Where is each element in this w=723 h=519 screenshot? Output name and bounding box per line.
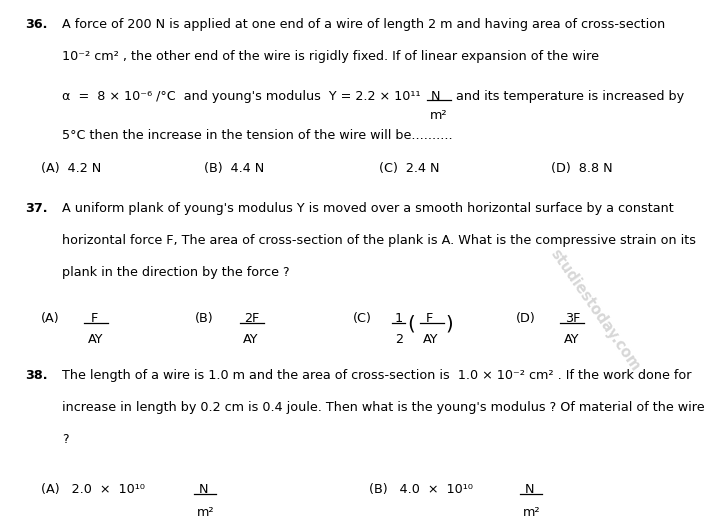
Text: N: N [199, 483, 208, 496]
Text: m²: m² [429, 109, 447, 122]
Text: 2: 2 [395, 333, 403, 346]
Text: N: N [524, 483, 534, 496]
Text: AY: AY [243, 333, 259, 346]
Text: increase in length by 0.2 cm is 0.4 joule. Then what is the young's modulus ? Of: increase in length by 0.2 cm is 0.4 joul… [62, 401, 705, 414]
Text: (B)   4.0  ×  10¹⁰: (B) 4.0 × 10¹⁰ [369, 483, 473, 496]
Text: N: N [431, 90, 440, 103]
Text: A force of 200 N is applied at one end of a wire of length 2 m and having area o: A force of 200 N is applied at one end o… [62, 18, 666, 31]
Text: (C)  2.4 N: (C) 2.4 N [380, 162, 440, 175]
Text: horizontal force F, The area of cross-section of the plank is A. What is the com: horizontal force F, The area of cross-se… [62, 234, 696, 247]
Text: 1: 1 [395, 312, 403, 325]
Text: 38.: 38. [25, 369, 48, 382]
Text: studiestoday.com: studiestoday.com [547, 247, 643, 374]
Text: F: F [91, 312, 98, 325]
Text: AY: AY [423, 333, 439, 346]
Text: F: F [425, 312, 432, 325]
Text: The length of a wire is 1.0 m and the area of cross-section is  1.0 × 10⁻² cm² .: The length of a wire is 1.0 m and the ar… [62, 369, 692, 382]
Text: ?: ? [62, 433, 69, 446]
Text: A uniform plank of young's modulus Y is moved over a smooth horizontal surface b: A uniform plank of young's modulus Y is … [62, 202, 675, 215]
Text: (A): (A) [41, 312, 60, 325]
Text: 36.: 36. [25, 18, 47, 31]
Text: (D): (D) [516, 312, 536, 325]
Text: (A)   2.0  ×  10¹⁰: (A) 2.0 × 10¹⁰ [41, 483, 145, 496]
Text: m²: m² [523, 506, 541, 518]
Text: ): ) [446, 315, 453, 333]
Text: (: ( [407, 315, 414, 333]
Text: 2F: 2F [244, 312, 260, 325]
Text: AY: AY [88, 333, 103, 346]
Text: (B): (B) [195, 312, 213, 325]
Text: plank in the direction by the force ?: plank in the direction by the force ? [62, 266, 290, 279]
Text: m²: m² [197, 506, 215, 518]
Text: 37.: 37. [25, 202, 48, 215]
Text: α  =  8 × 10⁻⁶ /°C  and young's modulus  Y = 2.2 × 10¹¹: α = 8 × 10⁻⁶ /°C and young's modulus Y =… [62, 90, 421, 103]
Text: (B)  4.4 N: (B) 4.4 N [204, 162, 265, 175]
Text: (C): (C) [353, 312, 372, 325]
Text: 10⁻² cm² , the other end of the wire is rigidly fixed. If of linear expansion of: 10⁻² cm² , the other end of the wire is … [62, 50, 599, 63]
Text: 5°C then the increase in the tension of the wire will be..........: 5°C then the increase in the tension of … [62, 129, 453, 142]
Text: and its temperature is increased by: and its temperature is increased by [455, 90, 684, 103]
Text: (A)  4.2 N: (A) 4.2 N [41, 162, 101, 175]
Text: 3F: 3F [565, 312, 581, 325]
Text: (D)  8.8 N: (D) 8.8 N [552, 162, 613, 175]
Text: AY: AY [563, 333, 579, 346]
